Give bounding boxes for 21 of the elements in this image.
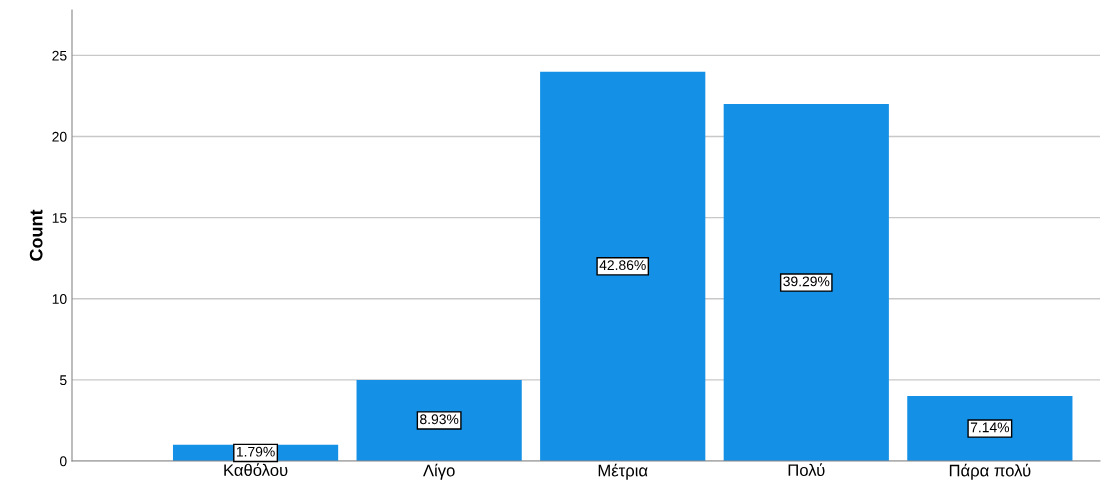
- y-tick-label: 25: [52, 50, 67, 61]
- annotation: 8.93%: [420, 414, 459, 425]
- y-tick-label: 20: [52, 131, 67, 142]
- y-tick-label: 15: [52, 213, 67, 223]
- x-tick-label: Πολύ: [788, 463, 825, 477]
- x-tick-label: Λίγο: [423, 463, 455, 480]
- x-tick-label: Μέτρια: [598, 463, 648, 480]
- y-tick-label: 10: [52, 294, 67, 304]
- annotation: 42.86%: [599, 260, 646, 271]
- y-tick-label: 0: [59, 456, 67, 467]
- bar: [540, 71, 706, 461]
- annotation: 1.79%: [236, 446, 275, 457]
- x-tick-label: Καθόλου: [224, 463, 288, 477]
- bar: [356, 379, 522, 461]
- annotation: 7.14%: [970, 422, 1010, 433]
- bar: [907, 396, 1073, 461]
- annotation: 39.29%: [783, 276, 830, 287]
- x-tick-label: Πάρα πολύ: [949, 463, 1031, 480]
- y-tick-label: 5: [59, 375, 67, 386]
- bar: [723, 104, 889, 461]
- y-axis-title: Count: [29, 209, 43, 261]
